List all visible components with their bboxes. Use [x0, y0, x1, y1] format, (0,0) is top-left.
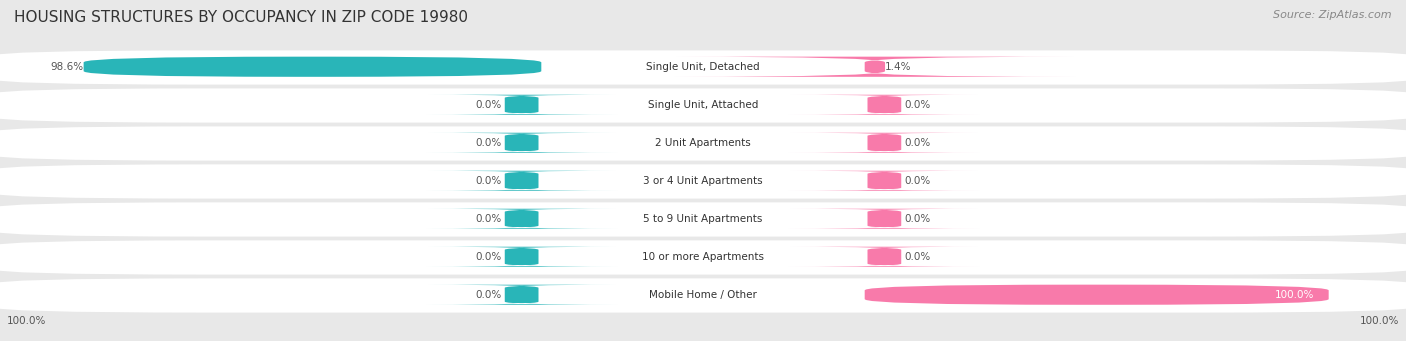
FancyBboxPatch shape	[0, 203, 1406, 237]
Text: 0.0%: 0.0%	[904, 214, 931, 224]
Text: 100.0%: 100.0%	[1360, 316, 1399, 326]
Text: Mobile Home / Other: Mobile Home / Other	[650, 290, 756, 300]
Text: 0.0%: 0.0%	[475, 214, 502, 224]
Text: 2 Unit Apartments: 2 Unit Apartments	[655, 138, 751, 148]
Text: HOUSING STRUCTURES BY OCCUPANCY IN ZIP CODE 19980: HOUSING STRUCTURES BY OCCUPANCY IN ZIP C…	[14, 10, 468, 25]
FancyBboxPatch shape	[789, 171, 980, 191]
FancyBboxPatch shape	[789, 247, 980, 267]
FancyBboxPatch shape	[426, 171, 617, 191]
FancyBboxPatch shape	[0, 127, 1406, 161]
Text: Single Unit, Attached: Single Unit, Attached	[648, 100, 758, 110]
Text: 0.0%: 0.0%	[475, 252, 502, 262]
FancyBboxPatch shape	[789, 133, 980, 153]
FancyBboxPatch shape	[0, 88, 1406, 123]
Text: 98.6%: 98.6%	[51, 62, 83, 72]
Text: 0.0%: 0.0%	[475, 100, 502, 110]
FancyBboxPatch shape	[789, 209, 980, 229]
Text: 5 to 9 Unit Apartments: 5 to 9 Unit Apartments	[644, 214, 762, 224]
Text: 0.0%: 0.0%	[904, 138, 931, 148]
FancyBboxPatch shape	[0, 240, 1406, 275]
Text: 1.4%: 1.4%	[884, 62, 911, 72]
FancyBboxPatch shape	[426, 247, 617, 267]
FancyBboxPatch shape	[0, 278, 1406, 313]
Text: 0.0%: 0.0%	[475, 290, 502, 300]
FancyBboxPatch shape	[865, 285, 1329, 305]
Text: 0.0%: 0.0%	[904, 100, 931, 110]
Text: Single Unit, Detached: Single Unit, Detached	[647, 62, 759, 72]
Text: 10 or more Apartments: 10 or more Apartments	[643, 252, 763, 262]
Text: 0.0%: 0.0%	[904, 252, 931, 262]
FancyBboxPatch shape	[0, 164, 1406, 198]
FancyBboxPatch shape	[426, 133, 617, 153]
FancyBboxPatch shape	[83, 57, 541, 77]
Text: 0.0%: 0.0%	[475, 176, 502, 186]
Text: 100.0%: 100.0%	[1275, 290, 1315, 300]
Text: 0.0%: 0.0%	[904, 176, 931, 186]
FancyBboxPatch shape	[426, 285, 617, 305]
Text: 3 or 4 Unit Apartments: 3 or 4 Unit Apartments	[643, 176, 763, 186]
FancyBboxPatch shape	[426, 95, 617, 115]
FancyBboxPatch shape	[0, 50, 1406, 85]
Text: 100.0%: 100.0%	[7, 316, 46, 326]
Text: Source: ZipAtlas.com: Source: ZipAtlas.com	[1274, 10, 1392, 20]
Text: 0.0%: 0.0%	[475, 138, 502, 148]
FancyBboxPatch shape	[673, 57, 1076, 77]
FancyBboxPatch shape	[426, 209, 617, 229]
FancyBboxPatch shape	[789, 95, 980, 115]
